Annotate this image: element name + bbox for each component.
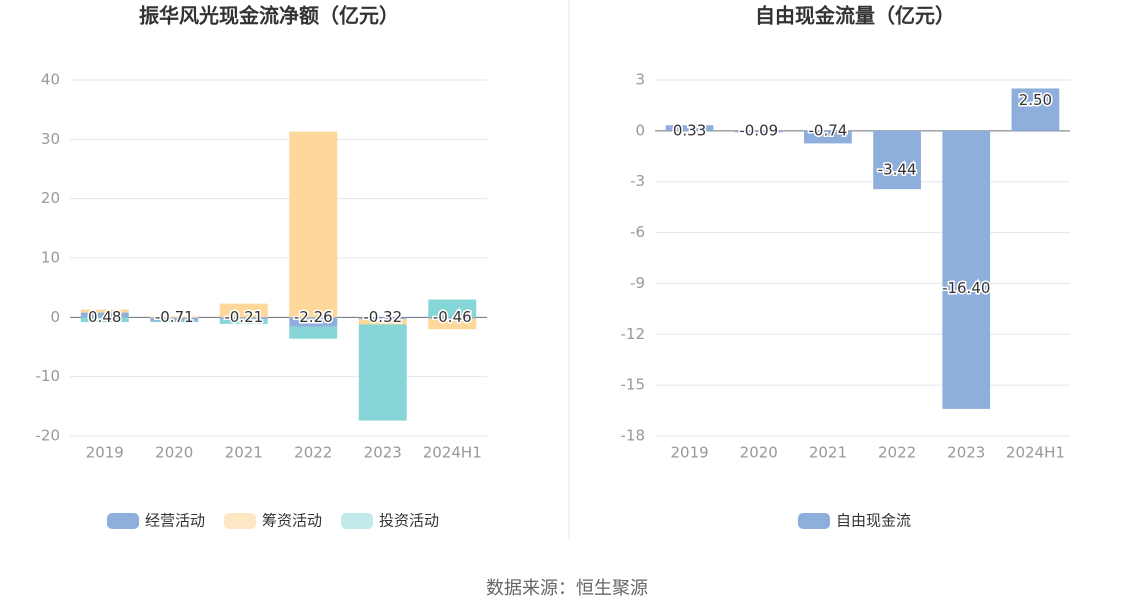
y-tick-label: -6 — [630, 223, 645, 241]
bar-投资活动-2021 — [219, 319, 268, 324]
x-tick-label: 2024H1 — [423, 444, 482, 462]
bar-投资活动-2022 — [289, 326, 338, 339]
data-label: -0.46 — [433, 308, 472, 326]
y-tick-label: -9 — [630, 274, 645, 292]
chart-title: 自由现金流量（亿元） — [755, 4, 955, 28]
bar-经营活动-2022 — [289, 317, 338, 327]
y-tick-label: -15 — [621, 376, 646, 394]
y-tick-label: 0 — [50, 308, 60, 326]
y-tick-label: -20 — [36, 427, 61, 445]
y-tick-label: 3 — [635, 71, 645, 89]
data-label: 0.33 — [673, 121, 706, 139]
x-tick-label: 2019 — [86, 444, 124, 462]
y-tick-label: 30 — [41, 130, 60, 148]
legend-label: 自由现金流 — [836, 512, 911, 530]
y-tick-label: -12 — [621, 325, 646, 343]
y-tick-label: 40 — [41, 71, 60, 89]
data-label: 2.50 — [1019, 91, 1052, 109]
data-label: -0.74 — [809, 121, 848, 139]
legend-label: 经营活动 — [145, 512, 205, 530]
legend-swatch — [224, 513, 256, 529]
bar-经营活动-2021 — [219, 317, 268, 320]
chart-title: 振华风光现金流净额（亿元） — [139, 4, 399, 28]
x-tick-label: 2023 — [364, 444, 402, 462]
bar-筹资活动-2022 — [289, 131, 338, 318]
bar-自由现金流-2024H1 — [1011, 88, 1060, 131]
y-tick-label: 10 — [41, 249, 60, 267]
bar-筹资活动-2023 — [358, 319, 407, 325]
x-tick-label: 2022 — [878, 444, 916, 462]
data-label: 0.48 — [88, 308, 121, 326]
bar-投资活动-2019 — [80, 317, 129, 323]
data-label: -3.44 — [878, 160, 917, 178]
data-label: -0.21 — [224, 308, 263, 326]
bar-投资活动-2023 — [358, 324, 407, 421]
legend-label: 筹资活动 — [262, 512, 322, 530]
data-source-note: 数据来源：恒生聚源 — [486, 578, 648, 599]
bar-投资活动-2020 — [150, 320, 199, 323]
bar-自由现金流-2021 — [804, 130, 852, 144]
legend-swatch — [107, 513, 139, 529]
x-tick-label: 2022 — [294, 444, 332, 462]
bar-自由现金流-2022 — [873, 130, 921, 190]
data-label: -0.09 — [739, 121, 778, 139]
bar-经营活动-2019 — [80, 312, 129, 318]
x-tick-label: 2019 — [670, 444, 708, 462]
bar-经营活动-2020 — [150, 317, 199, 321]
legend-label: 投资活动 — [379, 512, 439, 530]
bar-自由现金流-2019 — [665, 125, 714, 131]
data-label: -16.40 — [942, 279, 990, 297]
bar-自由现金流-2023 — [942, 130, 991, 409]
bar-筹资活动-2019 — [80, 309, 129, 313]
legend-swatch — [341, 513, 373, 529]
x-tick-label: 2020 — [740, 444, 778, 462]
x-tick-label: 2021 — [809, 444, 847, 462]
y-tick-label: -18 — [621, 427, 646, 445]
x-tick-label: 2023 — [947, 444, 985, 462]
data-label: -2.26 — [294, 308, 333, 326]
data-label: -0.71 — [155, 308, 194, 326]
bar-自由现金流-2020 — [734, 130, 783, 133]
data-label: -0.32 — [363, 308, 402, 326]
bar-投资活动-2024H1 — [428, 299, 477, 318]
x-tick-label: 2024H1 — [1006, 444, 1065, 462]
x-tick-label: 2020 — [155, 444, 193, 462]
x-tick-label: 2021 — [225, 444, 263, 462]
y-tick-label: 0 — [635, 121, 645, 139]
y-tick-label: -10 — [36, 367, 61, 385]
bar-筹资活动-2021 — [219, 303, 268, 318]
y-tick-label: -3 — [630, 172, 645, 190]
legend-swatch — [798, 513, 830, 529]
y-tick-label: 20 — [41, 189, 60, 207]
bar-经营活动-2023 — [358, 317, 407, 320]
bar-筹资活动-2024H1 — [428, 318, 477, 330]
bar-经营活动-2024H1 — [428, 317, 477, 319]
bar-筹资活动-2020 — [150, 316, 199, 318]
